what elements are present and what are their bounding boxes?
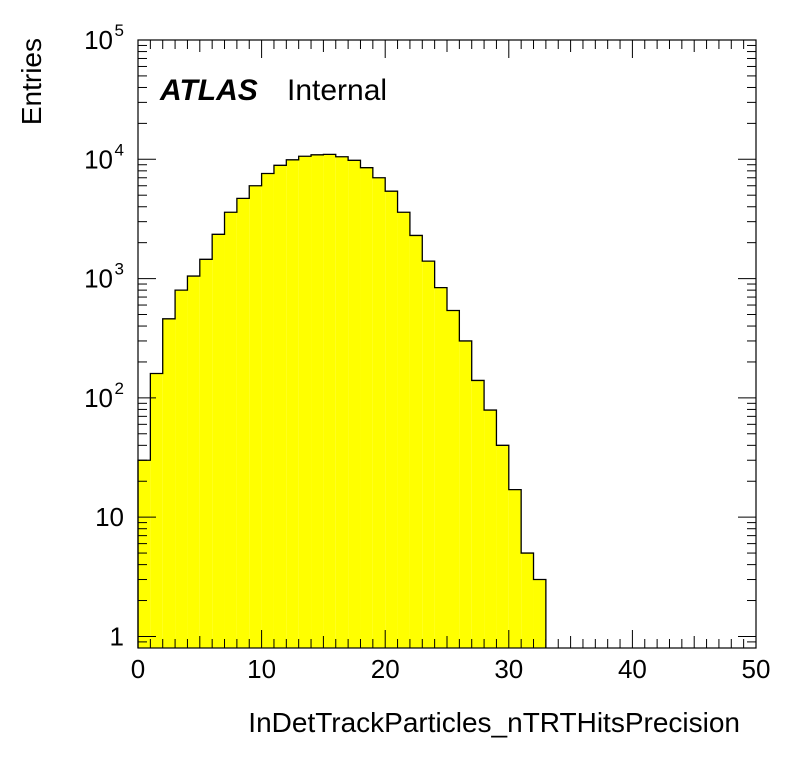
x-tick-label: 40	[618, 654, 647, 684]
y-tick-exponent: 2	[115, 379, 124, 398]
y-tick-exponent: 5	[115, 21, 124, 40]
histogram-bar	[138, 460, 151, 648]
histogram-bar	[484, 410, 497, 648]
x-tick-label: 30	[494, 654, 523, 684]
histogram-bar	[533, 579, 546, 648]
histogram-bar	[360, 167, 373, 648]
x-axis-title: InDetTrackParticles_nTRTHitsPrecision	[248, 707, 740, 738]
x-tick-label: 10	[247, 654, 276, 684]
histogram-bar	[261, 173, 274, 648]
y-tick-exponent: 3	[115, 260, 124, 279]
histogram-bar	[459, 340, 472, 648]
y-tick-label: 510	[84, 21, 124, 55]
y-tick-label: 410	[84, 140, 124, 174]
y-axis-title: Entries	[16, 38, 47, 125]
y-tick-base: 1	[110, 621, 124, 651]
y-tick-exponent: 4	[115, 140, 124, 159]
y-tick-label: 310	[84, 260, 124, 294]
histogram-bar	[422, 261, 435, 648]
histogram-bar	[286, 159, 299, 648]
histogram-bar	[372, 177, 386, 648]
histogram-bar	[447, 310, 460, 648]
histogram-bar	[273, 165, 287, 648]
histogram-bar	[385, 191, 398, 649]
y-tick-label: 1	[110, 621, 124, 651]
atlas-label: ATLAS	[159, 74, 258, 107]
histogram-bar	[249, 185, 262, 649]
y-tick-base: 10	[84, 25, 113, 55]
x-tick-label: 20	[371, 654, 400, 684]
y-tick-base: 10	[95, 502, 124, 532]
y-tick-base: 10	[84, 264, 113, 294]
histogram-bar	[397, 212, 410, 648]
histogram-bar	[311, 154, 324, 648]
y-tick-base: 10	[84, 383, 113, 413]
histogram-bar	[335, 156, 349, 649]
histogram-bar	[236, 198, 250, 648]
y-tick-base: 10	[84, 144, 113, 174]
histogram-bar	[323, 154, 336, 648]
histogram-bar	[298, 156, 312, 648]
histogram-bar	[187, 276, 200, 648]
axis-ticks	[137, 39, 757, 649]
histogram-bar	[409, 235, 423, 648]
histogram-bar	[150, 373, 163, 648]
histogram-bar	[521, 553, 534, 648]
histogram-bar	[199, 259, 213, 648]
histogram-bars	[137, 153, 547, 649]
y-tick-label: 210	[84, 379, 124, 413]
histogram-bar	[496, 445, 509, 648]
internal-label: Internal	[287, 74, 387, 107]
x-tick-label: 0	[131, 654, 145, 684]
histogram-outline	[137, 153, 547, 648]
histogram-bar	[348, 160, 361, 648]
histogram-bar	[508, 489, 522, 648]
histogram-bar	[471, 380, 485, 648]
histogram-bar	[162, 318, 176, 648]
x-tick-label: 50	[742, 654, 771, 684]
histogram-bar	[212, 234, 225, 648]
histogram-bar	[434, 287, 447, 648]
histogram-bar	[224, 212, 237, 648]
histogram-bar	[175, 290, 188, 648]
y-tick-label: 10	[95, 502, 124, 532]
